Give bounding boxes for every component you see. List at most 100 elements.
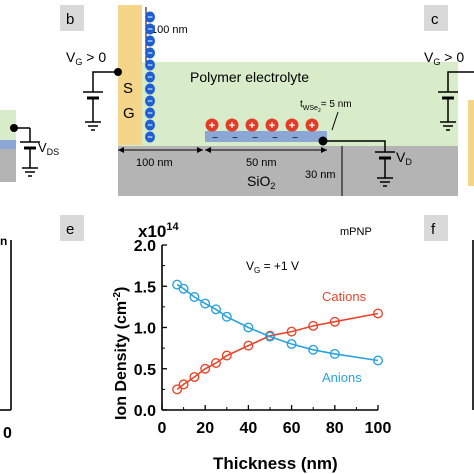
data-point-cations	[286, 326, 297, 337]
twse2-label: tWSe2= 5 nm	[300, 99, 352, 114]
dim-100nm-arrow-right	[197, 147, 203, 153]
anion-ion: −	[145, 83, 155, 95]
chart-xlabel: Thickness (nm)	[213, 454, 338, 473]
data-point-cations	[329, 316, 340, 327]
anion-sign: −	[147, 12, 152, 22]
channel-charges: − − − − −	[212, 133, 298, 144]
data-point-anions	[189, 291, 200, 302]
data-point-cations	[308, 320, 319, 331]
anion-circle	[145, 23, 155, 35]
anion-sign: −	[147, 96, 152, 106]
x-tick-label: 60	[283, 420, 301, 437]
cation-ion: +	[205, 118, 219, 132]
electrolyte-label: Polymer electrolyte	[190, 69, 309, 85]
anion-circle	[145, 47, 155, 59]
cation-sign: +	[269, 120, 275, 132]
x-tick-label: 20	[196, 420, 214, 437]
anion-ion: −	[145, 95, 155, 107]
anion-circle	[145, 107, 155, 119]
anion-sign: −	[147, 36, 152, 46]
data-point-anions	[308, 344, 319, 355]
y-tick-label: 1.0	[134, 321, 156, 338]
anion-circle	[145, 119, 155, 131]
anion-ion: −	[145, 35, 155, 47]
chart-ylabel: Ion Density (cm-2)	[112, 287, 130, 420]
data-point-cations	[373, 308, 384, 319]
y-tick-label: 0.5	[134, 362, 156, 379]
x-tick-label: 80	[326, 420, 344, 437]
anion-circle	[145, 131, 155, 143]
anion-circle	[145, 83, 155, 95]
data-point-anions	[329, 348, 340, 359]
data-point-cations	[221, 350, 232, 361]
data-point-anions	[178, 283, 189, 294]
data-point-cations	[210, 357, 221, 368]
anion-circle	[145, 95, 155, 107]
wse2-channel	[205, 131, 327, 142]
data-point-cations	[243, 340, 254, 351]
panel-a-tick-label: 0	[3, 425, 12, 442]
data-point-cations	[200, 363, 211, 374]
panel-c-gate-fragment	[468, 100, 474, 186]
anion-sign: −	[147, 84, 152, 94]
anion-sign: −	[147, 48, 152, 58]
panel-a-vds-label: VDS	[38, 140, 59, 157]
dim-50nm-arrow-left	[205, 147, 211, 153]
anion-ion: −	[145, 11, 155, 23]
panel-a-substrate-fragment	[0, 149, 16, 182]
data-point-anions	[265, 331, 276, 342]
panel-c-label: c	[431, 11, 439, 28]
anion-ion: −	[145, 47, 155, 59]
data-point-cations	[189, 372, 200, 383]
chart-model-label: mPNP	[340, 226, 372, 238]
cation-circle	[305, 118, 319, 132]
gate-wire	[92, 71, 118, 92]
panel-b: b S G 100 nm Polymer electrolyte −−−−−−−…	[60, 5, 458, 196]
panel-a-channel-fragment	[0, 140, 16, 149]
channel-minus-sign: −	[232, 133, 238, 144]
anion-circle	[145, 71, 155, 83]
chart-scale-label: x1014	[138, 221, 179, 241]
cation-ion: +	[225, 118, 239, 132]
substrate-sio2	[118, 146, 458, 196]
anion-ion: −	[145, 107, 155, 119]
anion-sign: −	[147, 60, 152, 70]
anion-column: − − − − − − − − − − −	[145, 11, 155, 143]
anion-ion: −	[145, 119, 155, 131]
data-point-anions	[243, 322, 254, 333]
cation-sign: +	[309, 120, 315, 132]
chart-plot: Cations Anions	[172, 279, 384, 395]
panel-c-vg-label: VG > 0	[424, 49, 464, 67]
cation-ion: +	[265, 118, 279, 132]
panel-e: e x1014 mPNP Ion Density (cm-2) Thicknes…	[60, 215, 391, 473]
panel-f-label-box	[424, 215, 448, 241]
side-gate	[118, 5, 142, 145]
cation-row: + + + + + +	[205, 118, 319, 132]
vg-label: VG > 0	[66, 49, 106, 67]
channel-minus-sign: −	[252, 133, 258, 144]
anion-sign: −	[147, 108, 152, 118]
cation-circle	[245, 118, 259, 132]
anion-circle	[145, 11, 155, 23]
chart-vg-annotation: VG = +1 V	[246, 259, 299, 275]
channel-minus-sign: −	[292, 133, 298, 144]
data-point-cations	[172, 384, 183, 395]
dim-50nm-arrow-right	[321, 147, 327, 153]
panel-e-label-box	[60, 215, 84, 241]
panel-f-label: f	[431, 221, 436, 238]
data-point-anions	[286, 339, 297, 350]
data-point-anions	[221, 311, 232, 322]
cation-circle	[205, 118, 219, 132]
anion-sign: −	[147, 120, 152, 130]
cation-circle	[265, 118, 279, 132]
anion-ion: −	[145, 131, 155, 143]
dim-30nm-label: 30 nm	[305, 169, 336, 181]
y-tick-label: 0.0	[134, 403, 156, 420]
data-point-anions	[200, 298, 211, 309]
side-gate-s: S	[123, 80, 133, 97]
drain-wire	[323, 140, 386, 152]
panel-c: c VG > 0	[424, 5, 474, 186]
side-gate-g: G	[123, 105, 135, 122]
x-tick-label: 100	[365, 420, 392, 437]
dim-50nm-label: 50 nm	[246, 157, 277, 169]
